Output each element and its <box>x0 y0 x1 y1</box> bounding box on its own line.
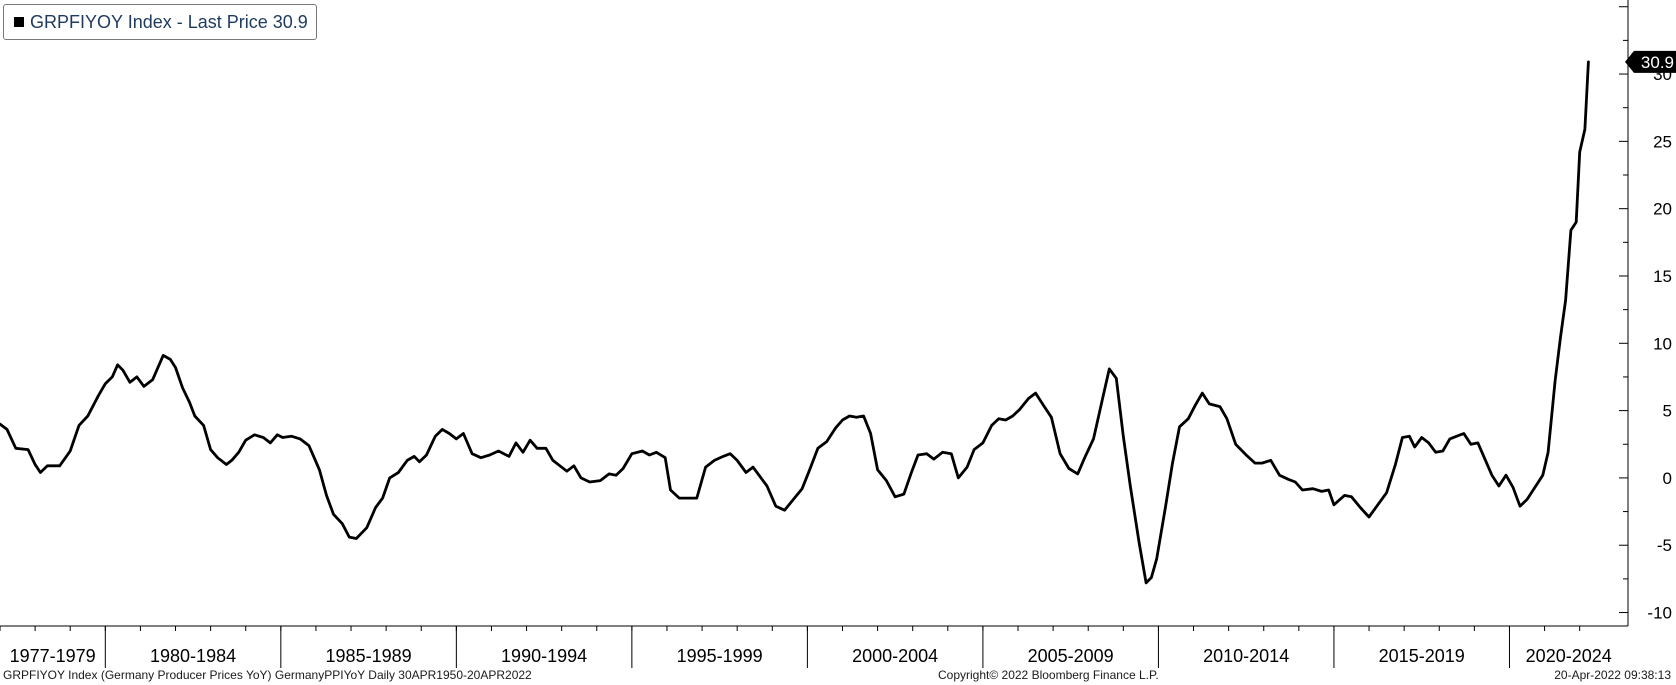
x-period-label: 1980-1984 <box>150 646 236 666</box>
x-period-label: 2010-2014 <box>1203 646 1289 666</box>
x-period-label: 2000-2004 <box>852 646 938 666</box>
y-tick-label: -5 <box>1657 536 1672 555</box>
chart-legend: GRPFIYOY Index - Last Price 30.9 <box>3 4 317 40</box>
legend-swatch <box>14 17 24 27</box>
x-period-label: 1995-1999 <box>677 646 763 666</box>
x-period-label: 1977-1979 <box>10 646 96 666</box>
x-axis: 1977-1979 1980-1984 1985-1989 1990-1994 1995… <box>0 625 1628 668</box>
y-tick-label: -10 <box>1647 604 1672 623</box>
y-tick-label: 20 <box>1653 200 1672 219</box>
y-tick-label: 10 <box>1653 334 1672 353</box>
footer-timestamp: 20-Apr-2022 09:38:13 <box>1554 668 1671 682</box>
footer-description: GRPFIYOY Index (Germany Producer Prices … <box>3 668 532 682</box>
series-line-0 <box>0 60 1590 585</box>
footer-copyright: Copyright© 2022 Bloomberg Finance L.P. <box>938 668 1159 682</box>
legend-label: GRPFIYOY Index - Last Price 30.9 <box>30 11 308 32</box>
x-period-label: 1985-1989 <box>326 646 412 666</box>
y-tick-label: 0 <box>1663 469 1672 488</box>
last-value-label: 30.9 <box>1641 53 1674 72</box>
last-value-marker: 30.9 <box>1625 50 1676 73</box>
y-tick-label: 25 <box>1653 132 1672 151</box>
y-tick-label: 15 <box>1653 267 1672 286</box>
x-period-label: 2005-2009 <box>1028 646 1114 666</box>
x-period-label: 1990-1994 <box>501 646 587 666</box>
last-value-badge <box>1625 50 1676 73</box>
x-period-label: 2020-2024 <box>1526 646 1612 666</box>
x-period-label: 2015-2019 <box>1379 646 1465 666</box>
y-tick-label: 5 <box>1663 402 1672 421</box>
plot-area <box>0 60 1590 585</box>
